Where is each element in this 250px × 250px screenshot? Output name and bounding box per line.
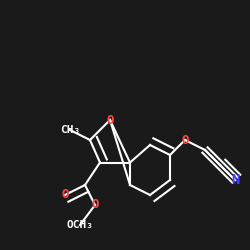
Text: O: O	[181, 134, 189, 146]
Text: CH₃: CH₃	[60, 125, 80, 135]
Text: O: O	[106, 114, 114, 126]
Text: O: O	[61, 188, 69, 202]
Text: O: O	[91, 198, 99, 211]
Text: N: N	[231, 173, 239, 187]
Text: OCH₃: OCH₃	[66, 220, 94, 230]
